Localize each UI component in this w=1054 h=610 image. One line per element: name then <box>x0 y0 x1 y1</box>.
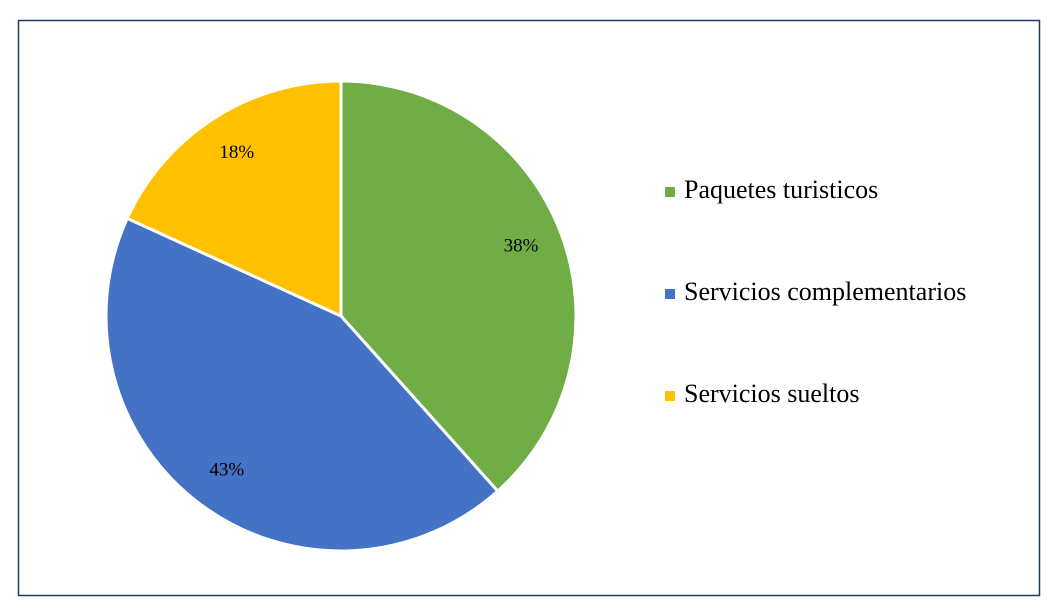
data-label: 43% <box>209 460 244 481</box>
legend-swatch <box>665 391 675 401</box>
pie-slice <box>104 216 500 553</box>
legend-swatch <box>665 289 675 299</box>
pie-slice <box>125 79 343 319</box>
legend-label: Servicios sueltos <box>684 379 860 408</box>
legend-label: Paquetes turisticos <box>684 175 878 204</box>
pie-slice <box>339 79 578 494</box>
data-label: 18% <box>219 142 254 163</box>
legend-swatch <box>665 187 675 197</box>
legend-label: Servicios complementarios <box>684 277 966 306</box>
data-label: 38% <box>504 236 539 257</box>
